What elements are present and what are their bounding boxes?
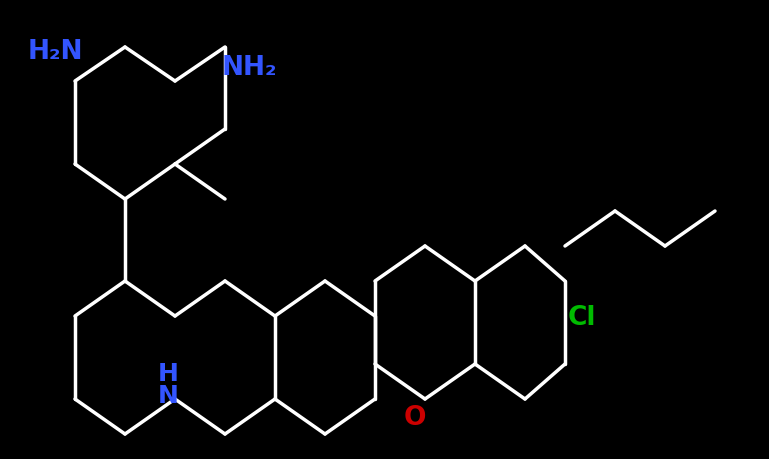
Text: Cl: Cl <box>568 304 597 330</box>
Text: H
N: H N <box>158 361 178 407</box>
Text: H₂N: H₂N <box>28 39 84 65</box>
Text: O: O <box>404 404 426 430</box>
Text: NH₂: NH₂ <box>222 55 278 81</box>
